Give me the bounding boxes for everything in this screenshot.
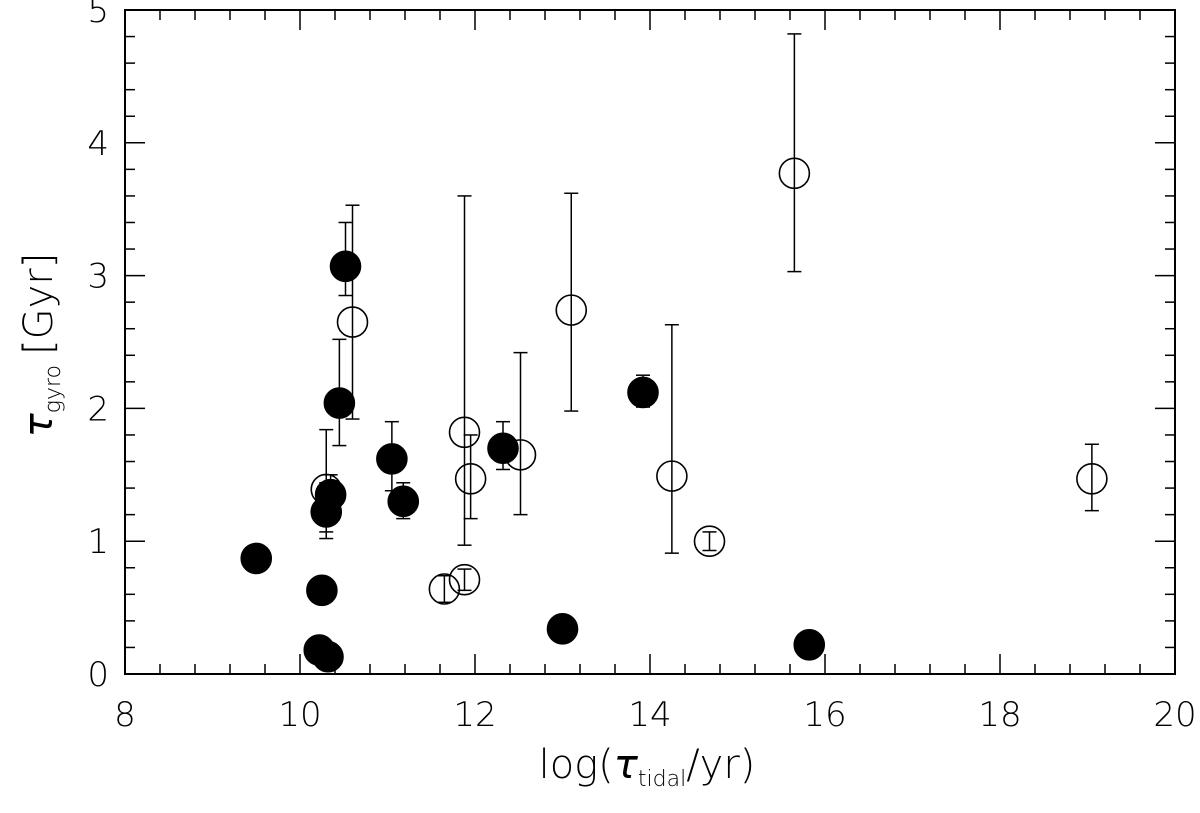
x-tick-label: 10 [278, 695, 321, 735]
x-tick-label: 20 [1153, 695, 1196, 735]
error-bars [249, 33, 1099, 604]
filled-data-point [387, 485, 420, 518]
y-tick-label: 4 [87, 124, 109, 164]
open-data-point [656, 460, 688, 492]
x-tick-label: 18 [978, 695, 1021, 735]
filled-data-point [306, 574, 338, 607]
filled-data-point [793, 628, 826, 661]
filled-data-point [546, 613, 579, 645]
x-tick-label: 16 [803, 695, 846, 735]
y-axis-title: τgyro[Gyr] [16, 253, 66, 438]
y-tick-label: 1 [87, 522, 109, 562]
open-data-point [504, 439, 537, 471]
filled-data-point [323, 387, 356, 419]
y-tick-label: 2 [87, 389, 109, 429]
open-data-point [448, 416, 481, 449]
open-data-point [336, 306, 369, 338]
x-tick-label: 14 [628, 695, 671, 735]
data-markers [240, 157, 1108, 673]
open-data-point [454, 462, 487, 495]
x-axis-title: log(τtidal/yr) [539, 742, 756, 792]
open-data-point [693, 525, 726, 558]
y-tick-label: 3 [87, 257, 109, 297]
filled-data-point [312, 640, 344, 673]
filled-data-point [627, 376, 659, 409]
open-data-point [310, 473, 343, 506]
axis-ticks [124, 9, 1176, 675]
open-data-point [555, 294, 588, 326]
y-tick-label: 0 [87, 655, 109, 695]
filled-data-point [376, 443, 408, 475]
open-data-point [1076, 462, 1108, 495]
open-data-point [428, 573, 461, 605]
filled-data-point [314, 478, 347, 511]
x-tick-label: 8 [114, 695, 136, 735]
plot-frame [124, 9, 1176, 675]
y-tick-label: 5 [87, 0, 109, 31]
x-tick-label: 12 [453, 695, 496, 735]
open-data-point [448, 563, 481, 596]
filled-data-point [329, 250, 362, 283]
filled-data-point [487, 432, 519, 465]
open-data-point [778, 157, 811, 190]
filled-data-point [240, 542, 273, 575]
